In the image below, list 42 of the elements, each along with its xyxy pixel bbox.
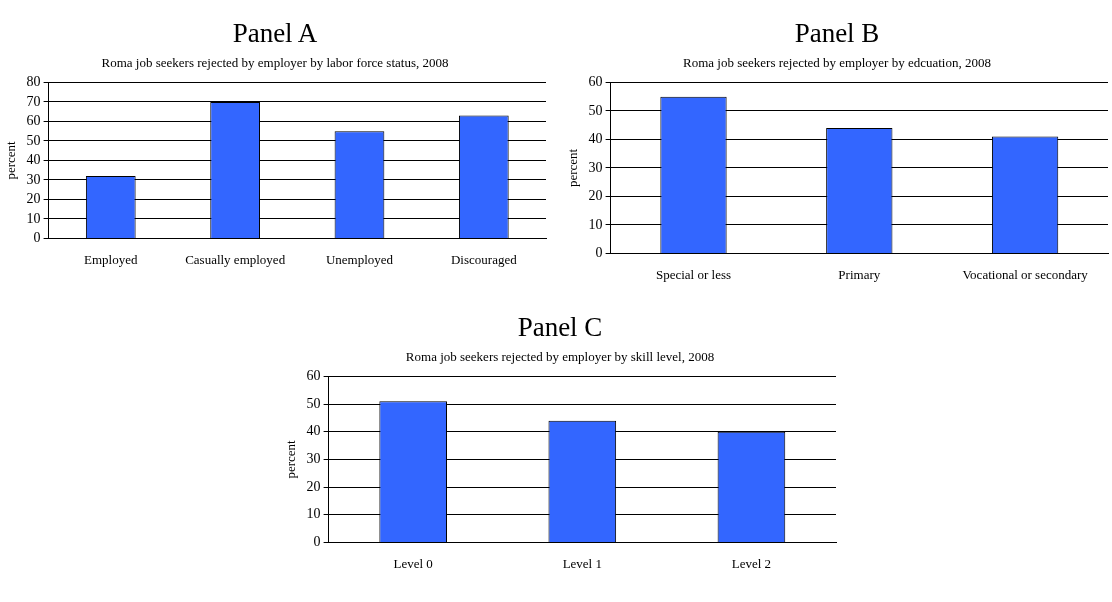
x-tick-label: Primary	[838, 266, 881, 282]
x-tick-label: Level 2	[731, 555, 772, 571]
y-tick-label: 10	[26, 210, 41, 226]
y-tick-label: 40	[306, 423, 321, 439]
x-tick-label: Discouraged	[450, 251, 518, 267]
y-tick-label: 30	[26, 171, 41, 187]
y-tick-label: 60	[588, 74, 603, 90]
y-tick-label: 50	[306, 395, 321, 411]
y-tick-label: 30	[306, 451, 321, 467]
y-tick-label: 40	[26, 152, 41, 168]
y-tick-label: 10	[588, 216, 603, 232]
x-tick-label: Unemployed	[325, 251, 394, 267]
chart-title: Panel A	[231, 18, 319, 48]
x-tick-label: Vocational or secondary	[962, 266, 1089, 282]
y-tick-label: 40	[588, 131, 603, 147]
y-tick-label: 50	[588, 102, 603, 118]
x-tick-label: Level 0	[393, 555, 433, 571]
y-axis-title: percent	[565, 148, 581, 188]
y-tick-label: 0	[595, 245, 603, 261]
y-axis-title: percent	[283, 439, 299, 479]
y-tick-label: 30	[588, 159, 603, 175]
y-tick-label: 20	[588, 188, 603, 204]
chart-subtitle: Roma job seekers rejected by employer by edcuation, 2008	[682, 54, 992, 71]
x-tick-label: Level 1	[562, 555, 602, 571]
y-tick-label: 80	[26, 74, 41, 90]
y-tick-label: 50	[26, 132, 41, 148]
y-axis-title: percent	[3, 140, 19, 180]
y-tick-label: 20	[26, 191, 41, 207]
y-tick-label: 60	[306, 368, 321, 384]
y-tick-label: 10	[306, 506, 321, 522]
x-tick-label: Employed	[84, 251, 138, 267]
chart-title: Panel B	[793, 18, 881, 48]
y-tick-label: 0	[313, 534, 321, 550]
y-tick-label: 20	[306, 478, 321, 494]
chart-subtitle: Roma job seekers rejected by employer by labor force status, 2008	[100, 54, 450, 71]
y-tick-label: 70	[26, 93, 41, 109]
y-tick-label: 60	[26, 113, 41, 129]
y-tick-label: 0	[33, 230, 41, 246]
x-tick-label: Special or less	[655, 266, 732, 282]
x-tick-label: Casually employed	[185, 251, 286, 267]
chart-title: Panel C	[516, 312, 604, 342]
chart-subtitle: Roma job seekers rejected by employer by skill level, 2008	[404, 348, 716, 365]
